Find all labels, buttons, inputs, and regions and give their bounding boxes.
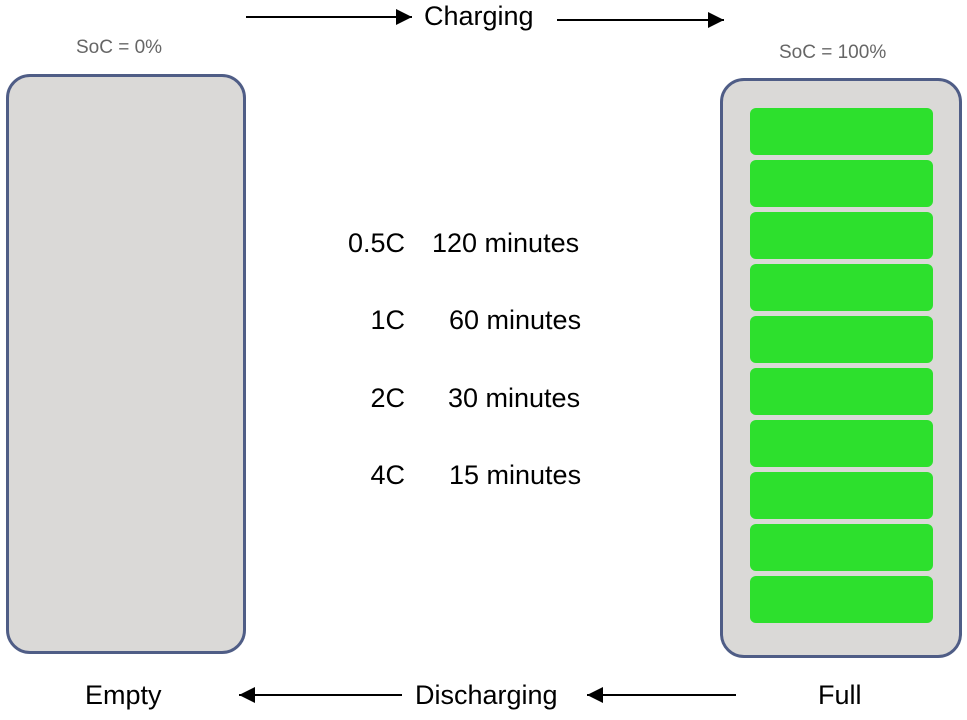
charge-cell (750, 108, 933, 155)
empty-battery (6, 74, 246, 654)
soc-empty-label: SoC = 0% (76, 37, 163, 58)
c-rate: 0.5C (347, 228, 405, 258)
charge-cell (750, 264, 933, 311)
full-label: Full (818, 680, 862, 710)
discharging-label: Discharging (415, 680, 558, 710)
empty-label: Empty (85, 680, 162, 710)
c-rate: 2C (370, 383, 405, 413)
charge-cell (750, 160, 933, 207)
charge-cell (750, 212, 933, 259)
charge-time: 60 minutes (449, 305, 582, 335)
charge-time: 120 minutes (432, 228, 580, 258)
charge-time: 30 minutes (448, 383, 581, 413)
c-rate: 4C (370, 460, 405, 490)
soc-full-label: SoC = 100% (779, 42, 887, 63)
charge-cell (750, 472, 933, 519)
charge-cell (750, 368, 933, 415)
charge-cell (750, 420, 933, 467)
charge-cell (750, 524, 933, 571)
charge-cell (750, 316, 933, 363)
full-battery (720, 78, 962, 658)
c-rate: 1C (370, 305, 405, 335)
charge-time: 15 minutes (449, 460, 582, 490)
charge-cell (750, 576, 933, 623)
charging-label: Charging (424, 1, 534, 31)
